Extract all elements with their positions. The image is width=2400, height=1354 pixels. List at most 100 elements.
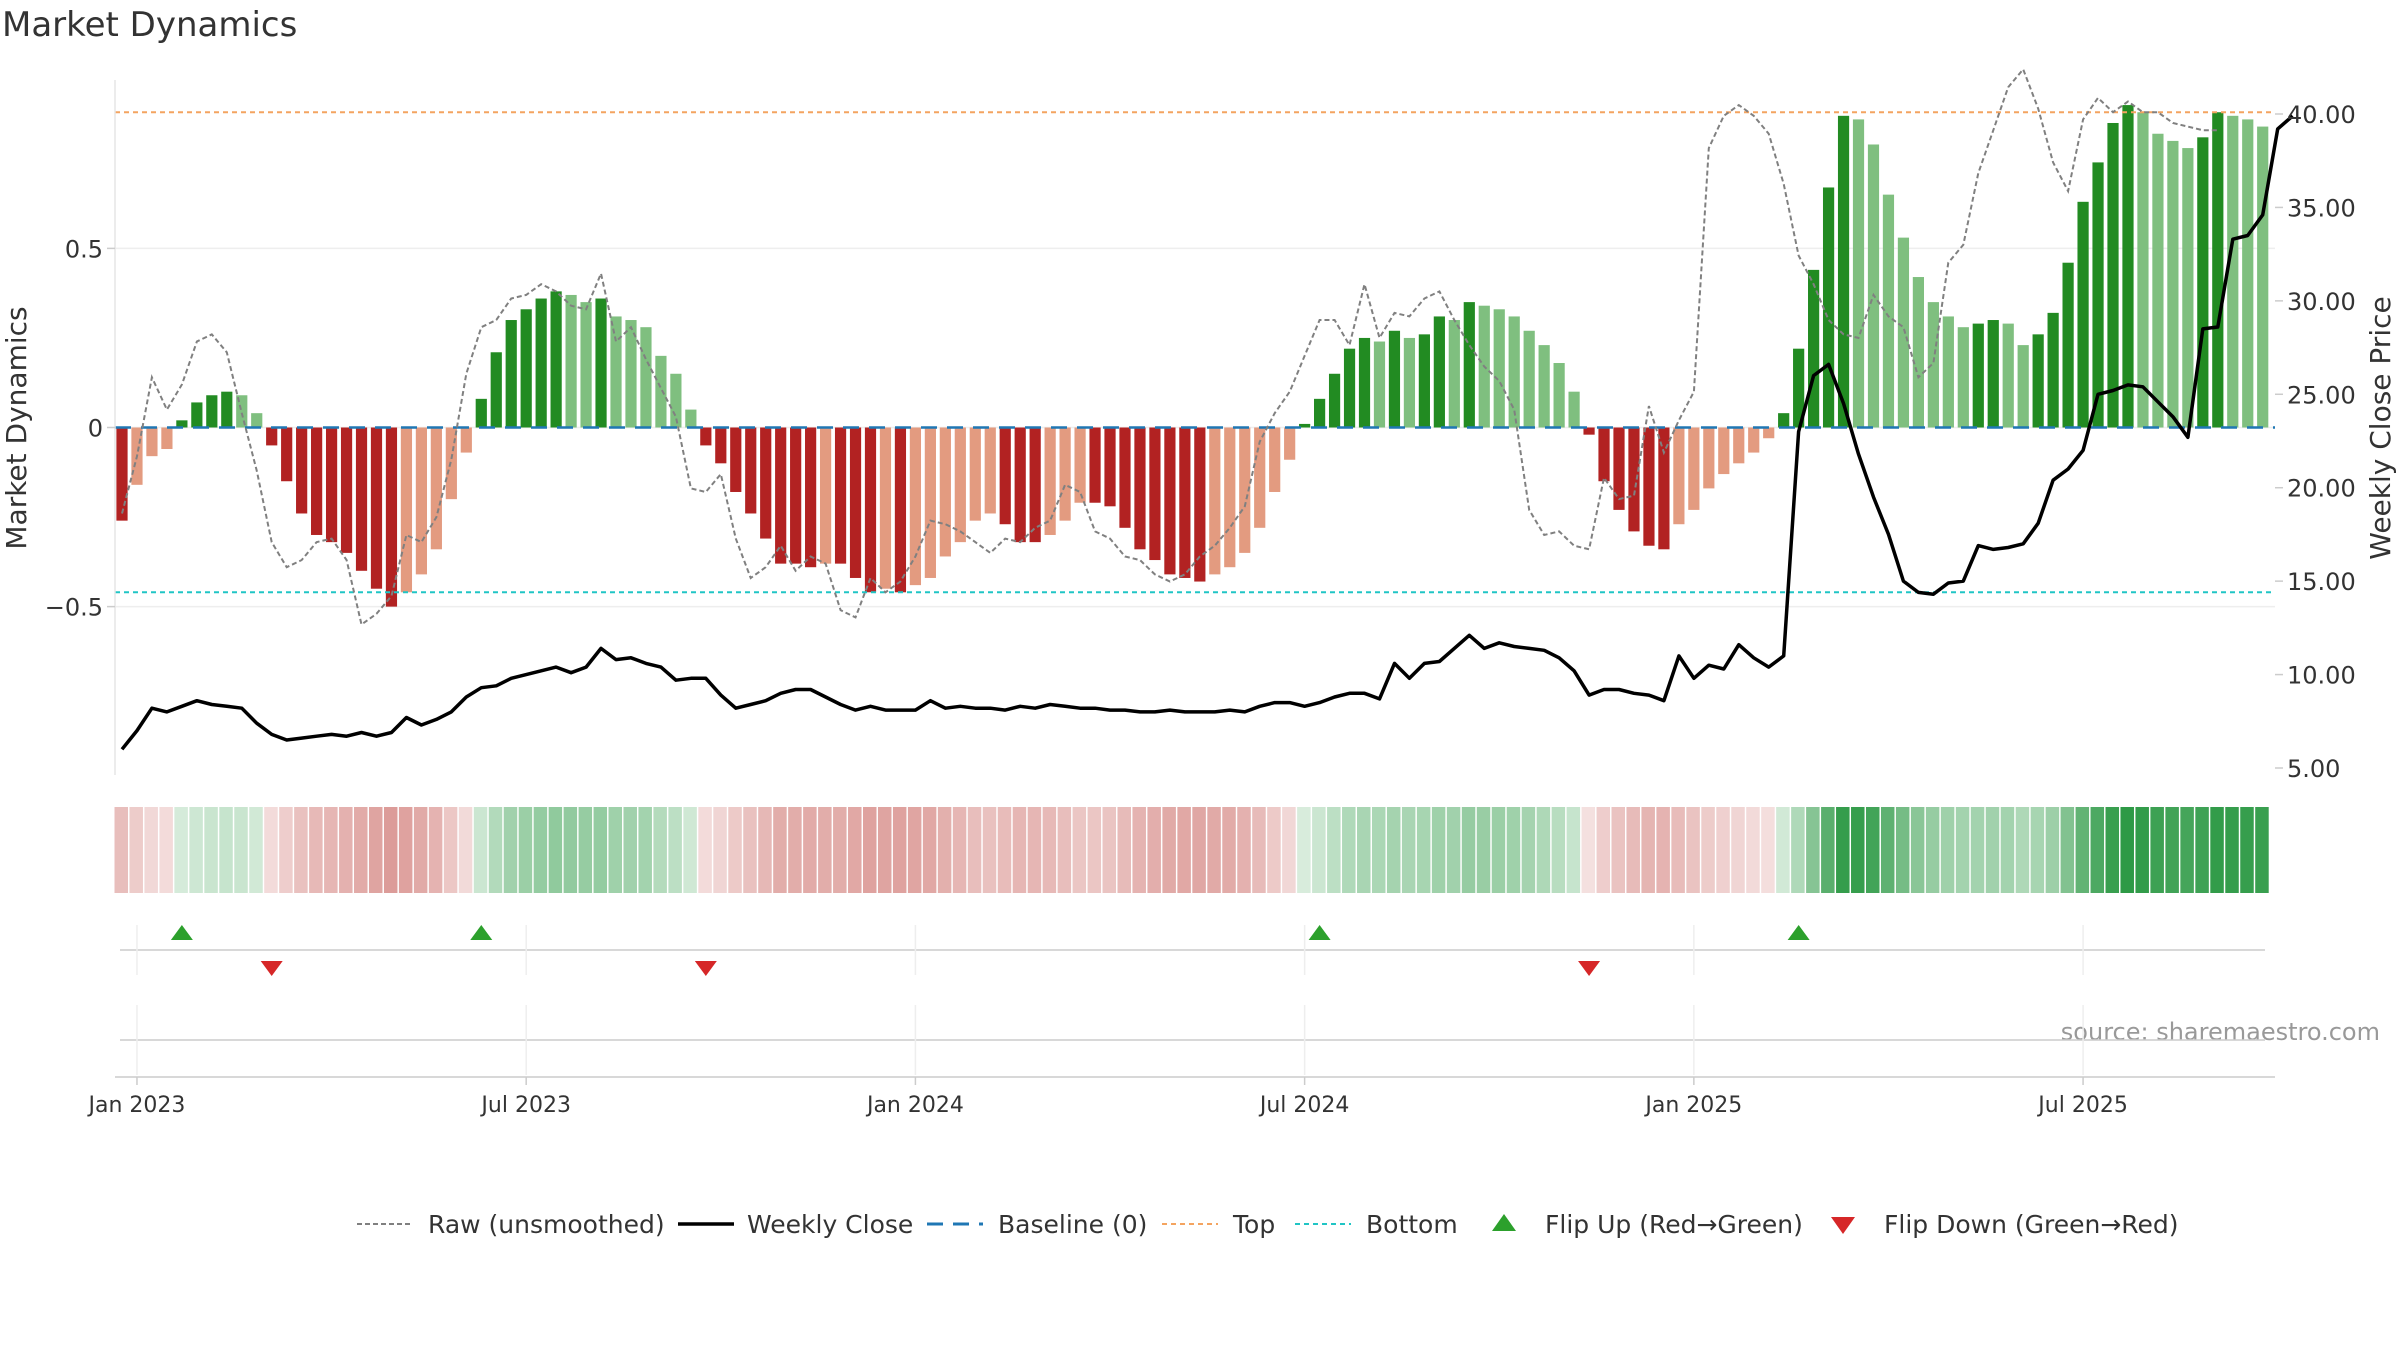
- heat-cell: [1327, 807, 1341, 893]
- bar: [535, 298, 547, 428]
- bar: [685, 409, 697, 428]
- bar: [625, 320, 637, 428]
- bar: [1538, 345, 1550, 428]
- heat-cell: [1446, 807, 1461, 893]
- heat-cell: [1821, 807, 1835, 893]
- heat-cell: [1806, 807, 1820, 893]
- heat-cell: [1401, 807, 1416, 893]
- heat-cell: [189, 807, 203, 893]
- bar: [2047, 312, 2059, 428]
- heat-cell: [818, 807, 832, 893]
- heat-cell: [1521, 807, 1536, 893]
- heat-cell: [1536, 807, 1551, 893]
- bar: [1328, 373, 1341, 428]
- bar: [251, 413, 263, 428]
- bar: [2017, 345, 2029, 428]
- bar: [1553, 363, 1565, 428]
- heatmap-strip: [114, 807, 2269, 893]
- heat-cell: [563, 807, 578, 893]
- bar: [640, 327, 652, 428]
- heat-cell: [488, 807, 503, 893]
- heat-cell: [1761, 807, 1775, 893]
- heat-cell: [2135, 807, 2149, 893]
- legend-flip-down-label: Flip Down (Green→Red): [1884, 1210, 2179, 1239]
- heat-cell: [1416, 807, 1431, 893]
- axes-layer: 0.5 0 −0.5 5.00 10.00 15.00 20.00 25.00 30.00 35.…: [45, 80, 2356, 1118]
- heat-cell: [264, 807, 278, 893]
- legend-close-label: Weekly Close: [747, 1210, 913, 1239]
- heat-cell: [1177, 807, 1191, 893]
- bar: [1074, 427, 1086, 503]
- bar: [1733, 427, 1745, 464]
- bar: [999, 427, 1011, 525]
- bar: [1927, 302, 1939, 428]
- bar: [1194, 427, 1206, 582]
- bar: [1284, 427, 1296, 460]
- bar: [2242, 119, 2254, 428]
- heat-cell: [368, 807, 383, 893]
- bar: [1748, 427, 1760, 453]
- bar: [670, 373, 682, 428]
- bar: [460, 427, 472, 453]
- bar: [505, 320, 517, 428]
- bar: [1239, 427, 1251, 553]
- heat-cell: [1656, 807, 1670, 893]
- legend-top-label: Top: [1232, 1210, 1275, 1239]
- bar: [1718, 427, 1730, 475]
- bar: [700, 427, 712, 446]
- bar: [1433, 316, 1445, 428]
- legend-flip-down-swatch: [1831, 1217, 1855, 1234]
- bar: [2107, 122, 2119, 428]
- bar: [1493, 309, 1505, 428]
- right-axis-label: Weekly Close Price: [2364, 296, 2397, 559]
- heat-cell: [1716, 807, 1730, 893]
- heat-cell: [1132, 807, 1146, 893]
- bar: [1837, 115, 1850, 428]
- bar: [1808, 269, 1820, 428]
- bar: [610, 316, 622, 428]
- bar: [236, 395, 248, 428]
- heat-cell: [1476, 807, 1491, 893]
- right-tick-label: 40.00: [2287, 101, 2356, 129]
- bar: [1149, 427, 1161, 561]
- flip-up-marker: [470, 925, 493, 940]
- x-tick-label: Jul 2024: [1258, 1093, 1350, 1118]
- bar: [1568, 391, 1580, 428]
- bar: [924, 427, 936, 578]
- heat-cell: [1626, 807, 1640, 893]
- bar: [1179, 427, 1191, 578]
- x-tick-label: Jan 2023: [87, 1093, 186, 1118]
- heat-cell: [2045, 807, 2060, 893]
- bar: [1972, 323, 1984, 428]
- bar: [340, 427, 353, 553]
- bar: [161, 427, 173, 449]
- chart-title: Market Dynamics: [2, 5, 297, 45]
- bar: [969, 427, 981, 521]
- heat-cell: [1312, 807, 1326, 893]
- heat-cell: [1012, 807, 1027, 893]
- heat-cell: [1596, 807, 1611, 893]
- legend-raw-label: Raw (unsmoothed): [428, 1210, 665, 1239]
- heat-cell: [2000, 807, 2015, 893]
- bar: [2152, 133, 2164, 428]
- bar: [1224, 427, 1236, 568]
- bar: [1029, 427, 1041, 543]
- flip-down-marker: [694, 961, 717, 976]
- heat-cell: [159, 807, 173, 893]
- heat-cell: [413, 807, 428, 893]
- bar: [191, 402, 203, 428]
- heat-cell: [1461, 807, 1476, 893]
- heat-cell: [443, 807, 458, 893]
- bar: [1658, 427, 1670, 550]
- heat-cell: [294, 807, 308, 893]
- heat-cell: [1237, 807, 1251, 893]
- bar: [2212, 112, 2224, 428]
- heat-cell: [473, 807, 488, 893]
- bar: [864, 427, 877, 593]
- heat-cell: [1252, 807, 1266, 893]
- bar: [745, 427, 757, 514]
- weekly-close-line: [120, 114, 2294, 751]
- x-tick-label: Jul 2023: [479, 1093, 571, 1118]
